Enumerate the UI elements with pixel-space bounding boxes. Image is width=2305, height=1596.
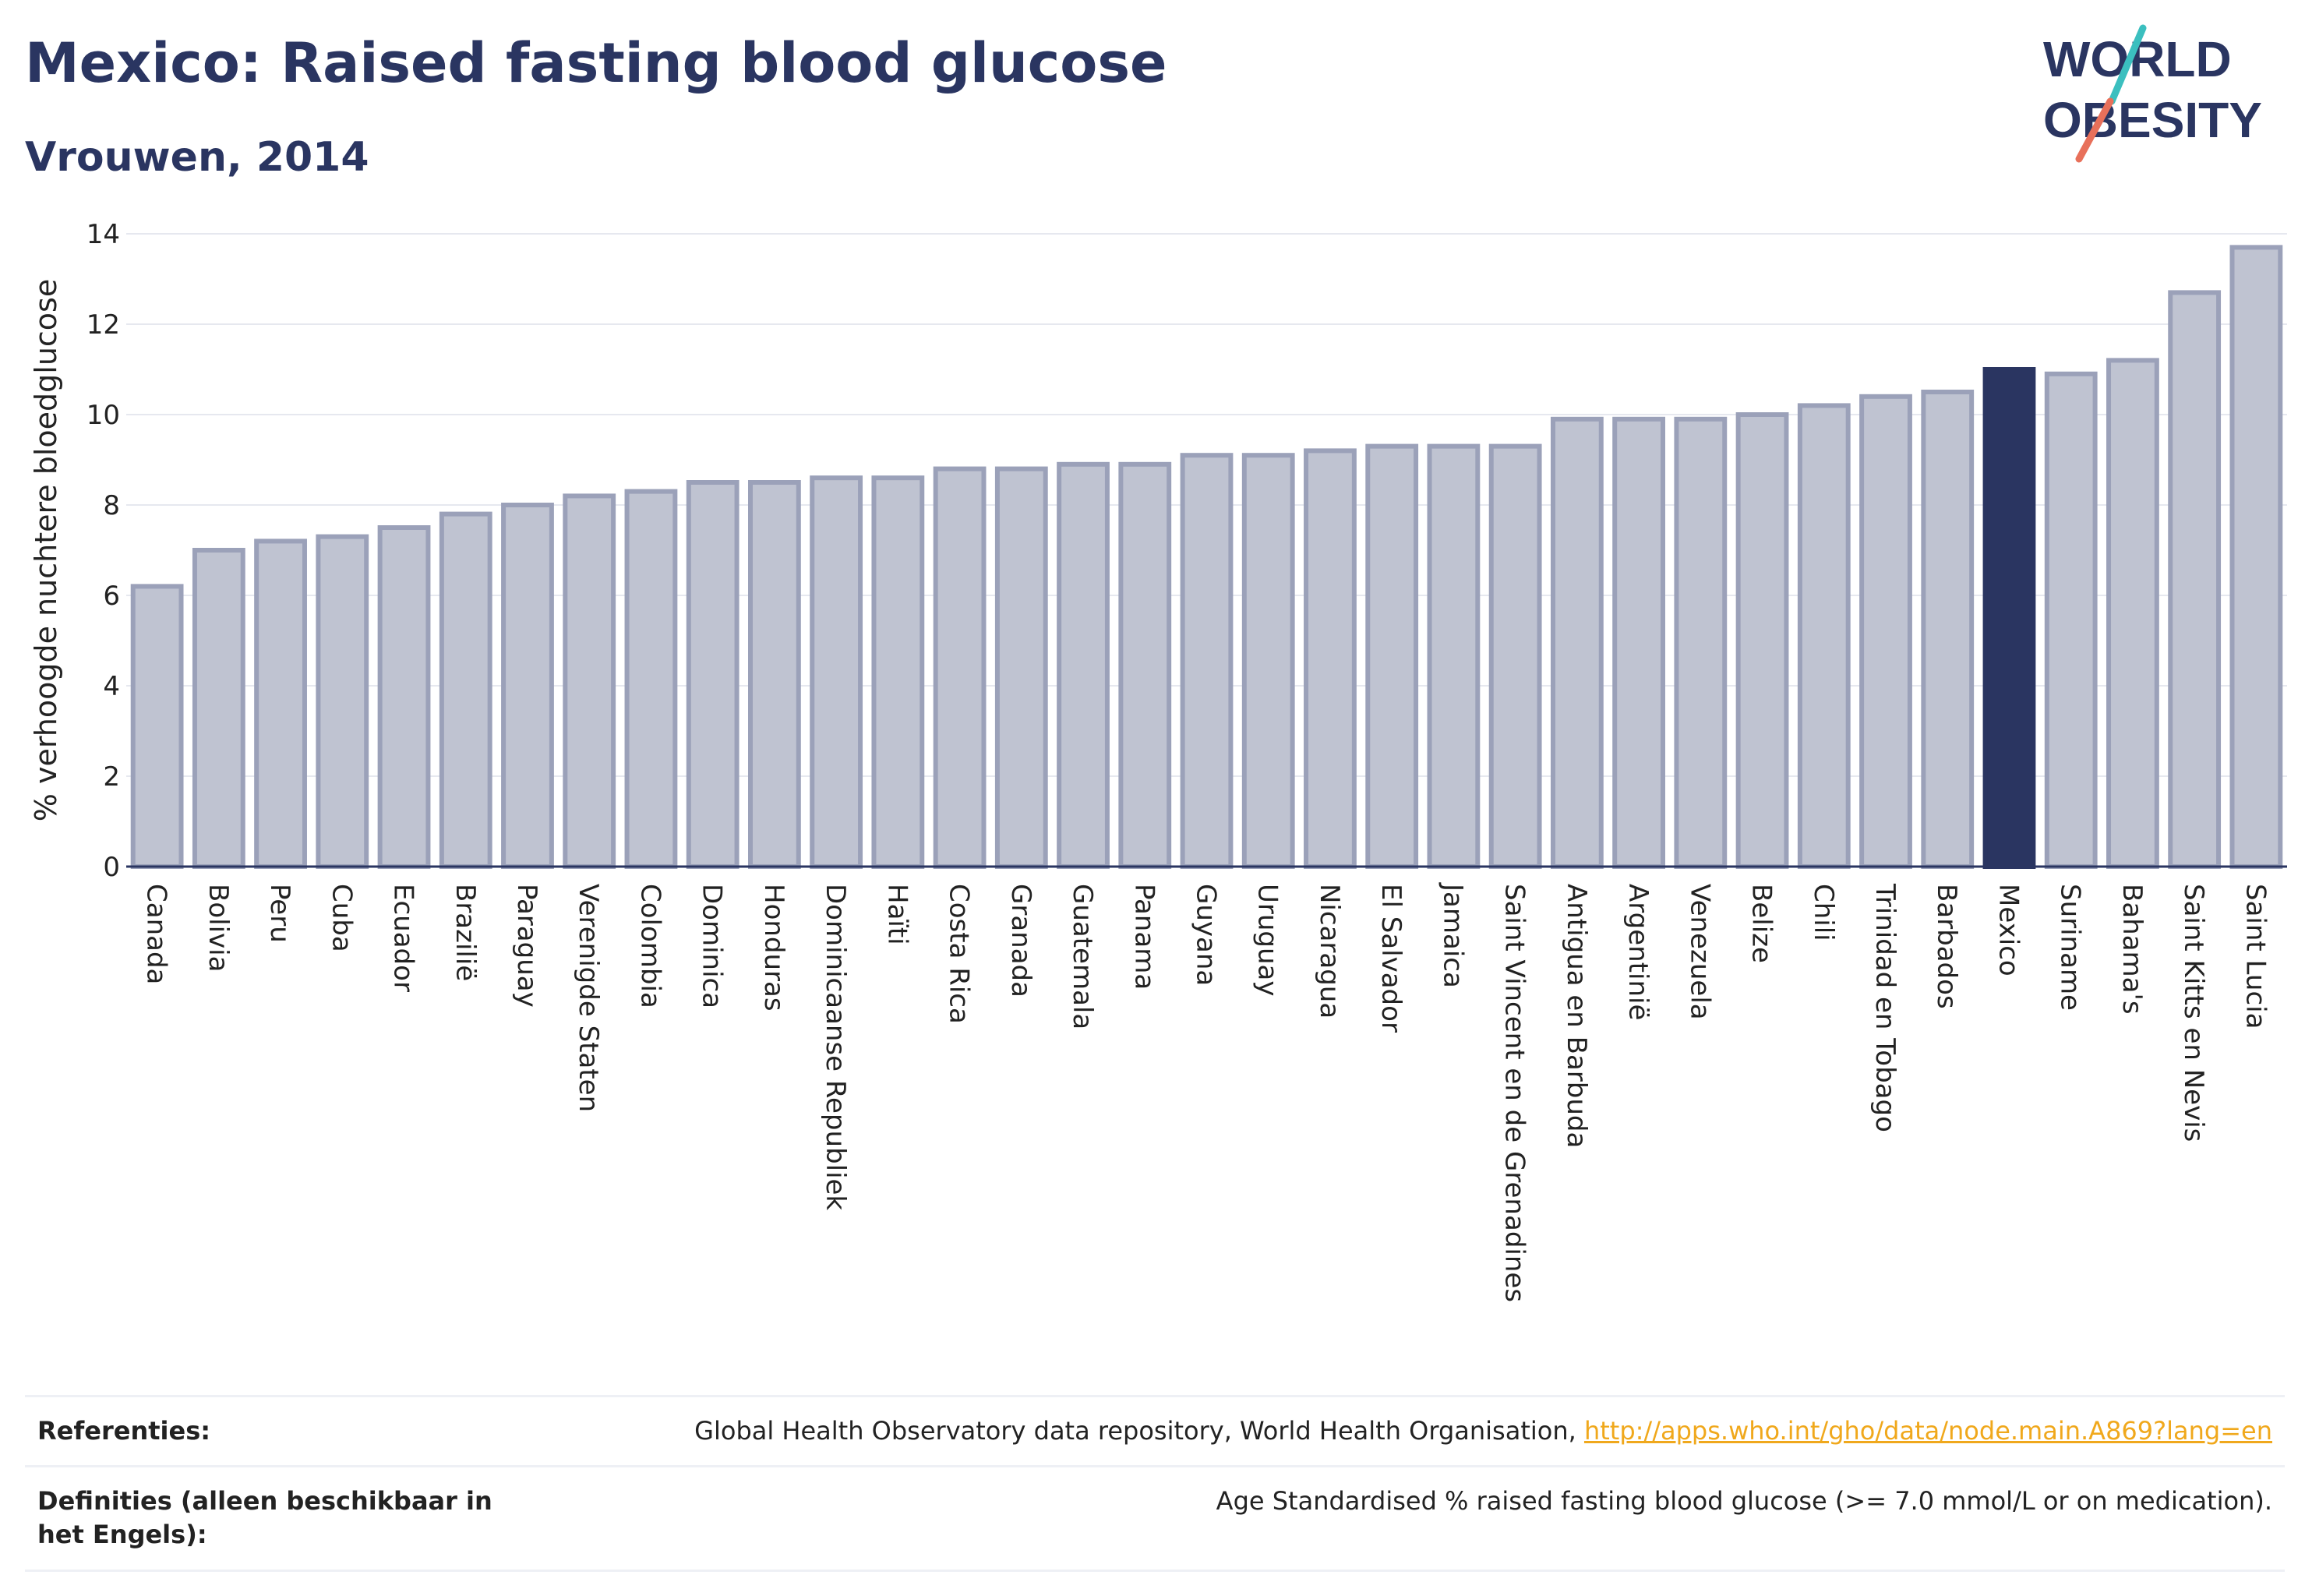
bar — [1921, 390, 1975, 869]
x-tick-label: Saint Vincent en de Grenadines — [1499, 884, 1530, 1302]
y-tick-label: 0 — [103, 852, 120, 883]
bar — [624, 489, 678, 869]
x-tick-label: Paraguay — [511, 884, 542, 1008]
x-tick-label: Canada — [141, 884, 172, 984]
x-tick-label: Suriname — [2055, 884, 2086, 1011]
x-tick-label: Barbados — [1931, 884, 1962, 1009]
bar — [1241, 453, 1295, 869]
x-tick-label: Bahama's — [2116, 884, 2148, 1015]
bar-highlight — [1982, 367, 2036, 869]
bar — [130, 584, 184, 870]
bar — [994, 466, 1048, 869]
y-tick-label: 4 — [103, 671, 120, 702]
x-tick-label: Saint Lucia — [2240, 884, 2271, 1029]
x-tick-label: Cuba — [326, 884, 357, 952]
bar — [2106, 358, 2159, 869]
bar — [2229, 245, 2283, 869]
x-tick-label: Bolivia — [203, 884, 234, 972]
world-obesity-logo: WORLD OBESITY — [2043, 24, 2262, 163]
bar — [1735, 412, 1789, 869]
bar — [563, 493, 616, 870]
x-tick-label: Guatemala — [1067, 884, 1098, 1029]
y-tick-label: 10 — [86, 400, 120, 431]
bar — [871, 475, 925, 869]
x-tick-label: El Salvador — [1375, 884, 1407, 1033]
bar — [1612, 416, 1665, 869]
bar — [1488, 443, 1542, 869]
references-text: Global Health Observatory data repositor… — [694, 1416, 1584, 1446]
references-value: Global Health Observatory data repositor… — [694, 1414, 2272, 1448]
bar — [1304, 448, 1357, 869]
bar — [748, 480, 801, 869]
bar — [254, 538, 307, 870]
x-tick-label: Belize — [1746, 884, 1777, 963]
x-tick-label: Guyana — [1191, 884, 1222, 986]
x-tick-label: Jamaica — [1437, 882, 1468, 988]
bar — [316, 534, 369, 869]
x-tick-label: Granada — [1005, 884, 1036, 998]
references-label: Referenties: — [37, 1416, 211, 1446]
references-link[interactable]: http://apps.who.int/gho/data/node.main.A… — [1583, 1416, 2272, 1446]
x-tick-label: Antigua en Barbuda — [1561, 884, 1592, 1148]
bar — [1427, 443, 1481, 869]
x-tick-label: Verenigde Staten — [573, 884, 604, 1112]
bar — [810, 475, 863, 869]
logo-text-obesity: OBESITY — [2043, 92, 2262, 148]
y-tick-label: 12 — [86, 309, 120, 341]
x-tick-label: Nicaragua — [1314, 884, 1345, 1019]
x-tick-label: Venezuela — [1684, 884, 1715, 1020]
x-tick-label: Saint Kitts en Nevis — [2178, 884, 2209, 1142]
bar — [192, 548, 245, 869]
bar — [1797, 403, 1851, 869]
y-tick-label: 14 — [86, 219, 120, 250]
bar — [1118, 461, 1172, 869]
chart-title: Mexico: Raised fasting blood glucose — [25, 31, 1167, 95]
logo-slash-teal — [2108, 24, 2147, 105]
bar-chart: 0 2 4 6 8 10 12 14 % verhoogde nuchtere bloedglu… — [29, 219, 2287, 1302]
bar — [686, 480, 740, 869]
y-tick-label: 8 — [103, 490, 120, 521]
x-tick-label: Honduras — [758, 884, 789, 1012]
bar — [1180, 453, 1234, 869]
definitions-row: Definities (alleen beschikbaar in het En… — [25, 1465, 2285, 1572]
x-tick-label: Uruguay — [1252, 884, 1283, 997]
bar — [2044, 371, 2098, 869]
x-tick-label: Costa Rica — [944, 884, 975, 1024]
x-tick-label: Haïti — [881, 884, 912, 945]
x-tick-label: Trinidad en Tobago — [1869, 883, 1901, 1132]
x-tick-label: Colombia — [634, 884, 665, 1008]
bar — [933, 466, 987, 869]
x-tick-label: Argentinië — [1622, 884, 1654, 1020]
logo-slash-coral — [2075, 97, 2114, 163]
bar — [2168, 290, 2222, 869]
x-tick-label: Brazilië — [450, 884, 481, 981]
chart-subtitle: Vrouwen, 2014 — [25, 134, 369, 181]
bar — [1859, 394, 1912, 869]
x-tick-label: Ecuador — [388, 884, 419, 992]
x-tick-label: Chili — [1808, 884, 1839, 941]
x-tick-label: Mexico — [1993, 884, 2024, 976]
x-tick-label: Dominicaanse Republiek — [820, 884, 851, 1210]
y-axis-label: % verhoogde nuchtere bloedglucose — [29, 279, 63, 821]
x-tick-label: Panama — [1128, 884, 1160, 990]
bar — [377, 525, 431, 869]
y-tick-label: 2 — [103, 761, 120, 793]
bar — [1674, 416, 1728, 869]
definitions-label: Definities (alleen beschikbaar in het En… — [37, 1486, 492, 1550]
x-tick-label: Dominica — [697, 884, 728, 1008]
bar — [1365, 443, 1419, 869]
y-tick-label: 6 — [103, 581, 120, 612]
bar — [1057, 461, 1110, 869]
bar — [1550, 416, 1604, 869]
bar — [439, 511, 492, 869]
references-table: Referenties: Global Health Observatory d… — [25, 1395, 2285, 1572]
bar — [501, 503, 554, 869]
references-row: Referenties: Global Health Observatory d… — [25, 1395, 2285, 1465]
definitions-value: Age Standardised % raised fasting blood … — [1216, 1486, 2272, 1517]
x-tick-label: Peru — [264, 884, 295, 943]
